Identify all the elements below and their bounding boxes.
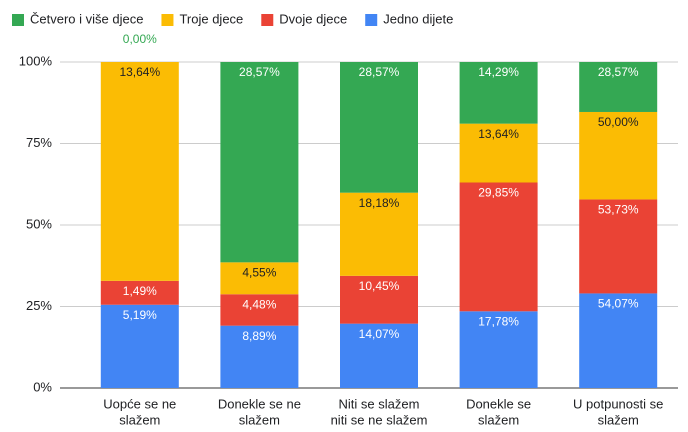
bar-segment <box>340 275 418 324</box>
data-label: 4,55% <box>242 266 276 280</box>
bar-segment <box>579 293 658 388</box>
x-tick-label: Niti se slažem <box>339 396 420 411</box>
legend-swatch <box>161 14 174 26</box>
bar-segment <box>220 262 299 295</box>
data-label: 28,57% <box>598 65 639 79</box>
data-label: 29,85% <box>478 186 519 200</box>
x-tick-label: U potpunosti se <box>573 396 663 411</box>
y-tick-label: 25% <box>26 298 52 313</box>
x-tick-label: slažem <box>119 412 160 427</box>
data-label: 14,07% <box>359 327 400 341</box>
bar-segment <box>100 304 179 388</box>
y-tick-label: 50% <box>26 216 52 231</box>
x-tick-label: Uopće se ne <box>103 396 176 411</box>
x-tick-label: slažem <box>598 412 639 427</box>
bar-segment <box>459 182 538 312</box>
bar-segment <box>459 62 538 124</box>
data-label: 0,00% <box>123 32 157 46</box>
data-label: 14,29% <box>478 65 519 79</box>
data-label: 28,57% <box>239 65 280 79</box>
data-label: 50,00% <box>598 115 639 129</box>
data-label: 10,45% <box>359 279 400 293</box>
x-tick-label: Donekle se <box>466 396 531 411</box>
y-tick-label: 75% <box>26 135 52 150</box>
legend-label: Dvoje djece <box>279 11 347 26</box>
bar-segment <box>340 192 418 276</box>
data-label: 4,48% <box>242 297 276 311</box>
x-tick-label: slažem <box>239 412 280 427</box>
bar-segment <box>459 123 538 183</box>
bar-segment <box>100 62 179 281</box>
data-label: 1,49% <box>123 284 157 298</box>
data-label: 54,07% <box>598 297 639 311</box>
y-tick-label: 100% <box>19 53 53 68</box>
data-label: 28,57% <box>359 65 400 79</box>
data-label: 18,18% <box>359 196 400 210</box>
legend-label: Četvero i više djece <box>30 11 143 26</box>
x-tick-label: niti se ne slažem <box>331 412 428 427</box>
bar-segment <box>100 280 179 305</box>
bar-segment <box>220 294 299 326</box>
data-label: 13,64% <box>478 127 519 141</box>
legend-label: Jedno dijete <box>383 11 453 26</box>
legend-swatch <box>365 14 378 26</box>
bar-segment <box>459 311 538 388</box>
legend-swatch <box>12 14 24 26</box>
legend-label: Troje djece <box>179 11 243 26</box>
bar-segment <box>340 62 418 193</box>
bar-segment <box>579 111 658 200</box>
data-label: 5,19% <box>123 308 157 322</box>
bar-segment <box>579 199 658 294</box>
x-tick-label: Donekle se ne <box>218 396 301 411</box>
data-label: 13,64% <box>119 65 160 79</box>
y-tick-label: 0% <box>33 379 52 394</box>
data-label: 8,89% <box>242 329 276 343</box>
data-label: 53,73% <box>598 203 639 217</box>
bar-segment <box>340 323 418 388</box>
bar-segment <box>220 62 299 263</box>
data-label: 17,78% <box>478 314 519 328</box>
legend-swatch <box>261 14 274 26</box>
bar-segment <box>579 62 658 112</box>
bar-segment <box>220 325 299 388</box>
x-tick-label: slažem <box>478 412 519 427</box>
